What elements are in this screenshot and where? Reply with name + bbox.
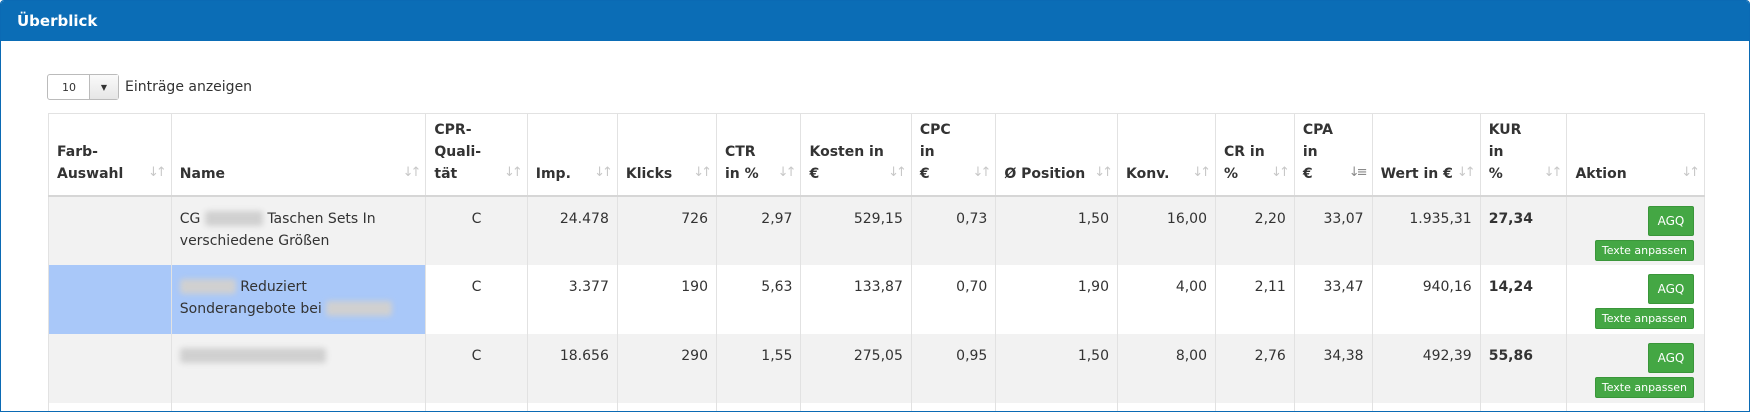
col-header-ctr[interactable]: CTR in % ↓↑ xyxy=(715,113,802,197)
table-row: Reduziert Sonderangebote bei C 3.377 190… xyxy=(48,264,1705,334)
cpa-cell: 34,38 xyxy=(1293,333,1373,403)
sort-both-icon: ↓↑ xyxy=(693,164,712,180)
color-cell[interactable] xyxy=(48,333,172,403)
name-cell xyxy=(170,333,427,403)
cpr-cell: C xyxy=(425,333,528,403)
klicks-cell: 290 xyxy=(616,333,717,403)
sort-both-icon: ↓↑ xyxy=(503,164,523,180)
table-header-row: Farb- Auswahl ↓↑ Name ↓↑ CPR- Quali-tät ↓↑ Im… xyxy=(48,113,1705,197)
table-row: C 18.656 290 1,55 275,05 0,95 1,50 8,00 … xyxy=(48,333,1705,403)
col-header-cpr[interactable]: CPR- Quali-tät ↓↑ xyxy=(425,113,528,197)
kur-cell: 55,86 xyxy=(1479,333,1568,403)
kur-cell: 14,24 xyxy=(1479,264,1568,334)
kosten-cell: 529,15 xyxy=(800,195,912,265)
cpr-cell: C xyxy=(425,195,528,265)
position-cell: 1,50 xyxy=(995,195,1118,265)
sort-both-icon: ↓↑ xyxy=(402,164,422,180)
cr-cell: 2,76 xyxy=(1215,333,1295,403)
sort-both-icon: ↓↑ xyxy=(1094,164,1113,180)
imp-cell: 18.656 xyxy=(526,333,618,403)
sort-both-icon: ↓↑ xyxy=(1271,164,1290,180)
sort-both-icon: ↓↑ xyxy=(1681,164,1700,180)
texte-anpassen-button[interactable]: Texte anpassen xyxy=(1594,307,1694,329)
texte-anpassen-button[interactable]: Texte anpassen xyxy=(1594,376,1694,398)
caret-down-icon[interactable]: ▼ xyxy=(89,75,118,99)
color-cell[interactable] xyxy=(48,402,172,411)
col-header-cpa[interactable]: CPA in € ↓≡ xyxy=(1293,113,1373,197)
redacted-text xyxy=(179,348,326,363)
position-cell: 1,50 xyxy=(995,333,1118,403)
kosten-cell: 133,87 xyxy=(800,264,912,334)
cpc-cell: 0,73 xyxy=(910,195,997,265)
col-header-klicks[interactable]: Klicks ↓↑ xyxy=(616,113,717,197)
cpa-cell: 33,07 xyxy=(1293,195,1373,265)
table-row xyxy=(48,402,1705,411)
name-cell: Reduziert Sonderangebote bei xyxy=(170,264,427,334)
cpc-cell: 0,70 xyxy=(910,264,997,334)
entries-label: Einträge anzeigen xyxy=(125,79,253,95)
sort-both-icon: ↓↑ xyxy=(972,164,992,180)
imp-cell: 24.478 xyxy=(526,195,618,265)
sort-both-icon: ↓↑ xyxy=(888,164,907,180)
col-header-kur[interactable]: KUR in% ↓↑ xyxy=(1479,113,1568,197)
redacted-text xyxy=(179,279,236,294)
entries-select[interactable]: 10 ▼ xyxy=(47,74,119,100)
col-header-kosten[interactable]: Kosten in € ↓↑ xyxy=(800,113,912,197)
klicks-cell: 726 xyxy=(616,195,717,265)
col-header-aktion[interactable]: Aktion ↓↑ xyxy=(1566,113,1705,197)
cr-cell: 2,11 xyxy=(1215,264,1295,334)
konv-cell: 4,00 xyxy=(1117,264,1216,334)
agq-button[interactable]: AGQ xyxy=(1648,342,1694,373)
color-cell[interactable] xyxy=(48,264,172,334)
sort-both-icon: ↓↑ xyxy=(777,164,797,180)
action-cell: AGQ Texte anpassen xyxy=(1566,195,1705,265)
klicks-cell: 190 xyxy=(616,264,717,334)
cpc-cell: 0,95 xyxy=(910,333,997,403)
agq-button[interactable]: AGQ xyxy=(1648,205,1694,236)
col-header-farb[interactable]: Farb- Auswahl ↓↑ xyxy=(48,113,172,197)
col-header-position[interactable]: Ø Position ↓↑ xyxy=(995,113,1118,197)
col-header-wert[interactable]: Wert in € ↓↑ xyxy=(1371,113,1481,197)
redacted-text xyxy=(326,301,393,316)
panel-title: Überblick xyxy=(1,1,1749,41)
agq-button[interactable]: AGQ xyxy=(1648,273,1694,304)
overview-table: Farb- Auswahl ↓↑ Name ↓↑ CPR- Quali-tät ↓↑ Im… xyxy=(48,113,1705,411)
action-cell: AGQ Texte anpassen xyxy=(1566,264,1705,334)
sort-both-icon: ↓↑ xyxy=(1192,164,1211,180)
col-header-cr[interactable]: CR in% ↓↑ xyxy=(1215,113,1295,197)
sort-desc-icon: ↓≡ xyxy=(1348,164,1368,180)
cpa-cell: 33,47 xyxy=(1293,264,1373,334)
name-cell: CG Taschen Sets In verschiedene Größen xyxy=(170,195,427,265)
col-header-name[interactable]: Name ↓↑ xyxy=(170,113,427,197)
wert-cell: 940,16 xyxy=(1371,264,1481,334)
color-cell[interactable] xyxy=(48,195,172,265)
sort-both-icon: ↓↑ xyxy=(1543,164,1563,180)
ctr-cell: 1,55 xyxy=(715,333,802,403)
action-cell: AGQ Texte anpassen xyxy=(1566,333,1705,403)
entries-select-value: 10 xyxy=(62,80,76,94)
kur-cell: 27,34 xyxy=(1479,195,1568,265)
col-header-cpc[interactable]: CPC in € ↓↑ xyxy=(910,113,997,197)
sort-both-icon: ↓↑ xyxy=(147,164,167,180)
texte-anpassen-button[interactable]: Texte anpassen xyxy=(1594,239,1694,261)
wert-cell: 492,39 xyxy=(1371,333,1481,403)
sort-both-icon: ↓↑ xyxy=(594,164,613,180)
position-cell: 1,90 xyxy=(995,264,1118,334)
redacted-text xyxy=(204,211,263,226)
konv-cell: 8,00 xyxy=(1117,333,1216,403)
imp-cell: 3.377 xyxy=(526,264,618,334)
wert-cell: 1.935,31 xyxy=(1371,195,1481,265)
col-header-konv[interactable]: Konv. ↓↑ xyxy=(1117,113,1216,197)
ctr-cell: 2,97 xyxy=(715,195,802,265)
col-header-imp[interactable]: Imp. ↓↑ xyxy=(526,113,618,197)
cpr-cell: C xyxy=(425,264,528,334)
konv-cell: 16,00 xyxy=(1117,195,1216,265)
table-row: CG Taschen Sets In verschiedene Größen C… xyxy=(48,195,1705,265)
ctr-cell: 5,63 xyxy=(715,264,802,334)
sort-both-icon: ↓↑ xyxy=(1456,164,1476,180)
kosten-cell: 275,05 xyxy=(800,333,912,403)
length-menu: 10 ▼ Einträge anzeigen xyxy=(47,73,252,101)
cr-cell: 2,20 xyxy=(1215,195,1295,265)
